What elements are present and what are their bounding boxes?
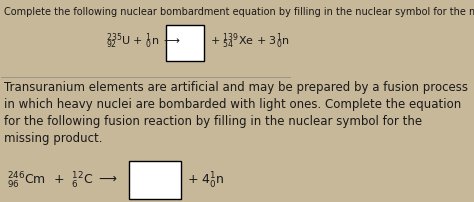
Text: $^{235}_{92}$U + $^{1}_{0}$n $\longrightarrow$: $^{235}_{92}$U + $^{1}_{0}$n $\longright… (106, 32, 181, 51)
FancyBboxPatch shape (166, 25, 204, 61)
Text: Complete the following nuclear bombardment equation by filling in the nuclear sy: Complete the following nuclear bombardme… (4, 7, 474, 17)
Text: $^{246}_{96}$Cm  +  $^{12}_{6}$C $\longrightarrow$: $^{246}_{96}$Cm + $^{12}_{6}$C $\longrig… (7, 171, 118, 191)
Text: + $^{139}_{54}$Xe + 3$^{1}_{0}$n: + $^{139}_{54}$Xe + 3$^{1}_{0}$n (210, 32, 290, 51)
FancyBboxPatch shape (129, 161, 181, 199)
Text: + 4$^{1}_{0}$n: + 4$^{1}_{0}$n (187, 171, 224, 191)
Text: Transuranium elements are artificial and may be prepared by a fusion process
in : Transuranium elements are artificial and… (4, 81, 468, 145)
